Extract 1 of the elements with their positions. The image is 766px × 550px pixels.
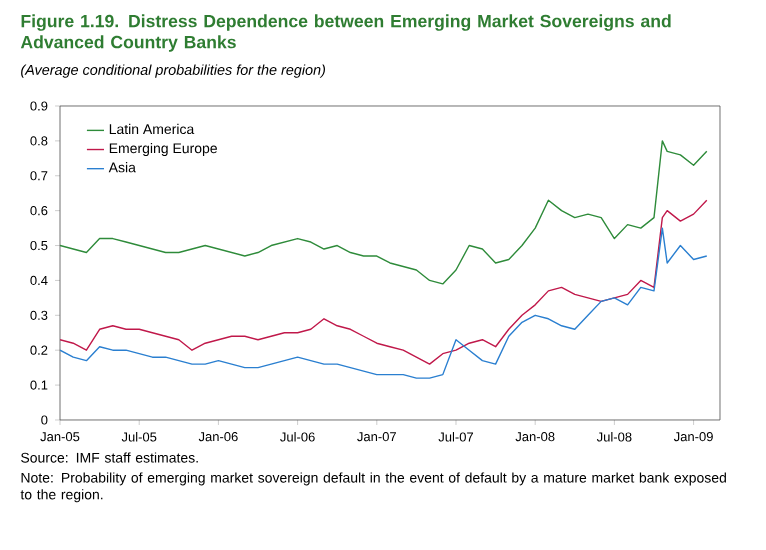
chart-title: Figure 1.19. Distress Dependence between Emerging Market Sovereigns and Advanced Country Banks (20, 14, 671, 52)
